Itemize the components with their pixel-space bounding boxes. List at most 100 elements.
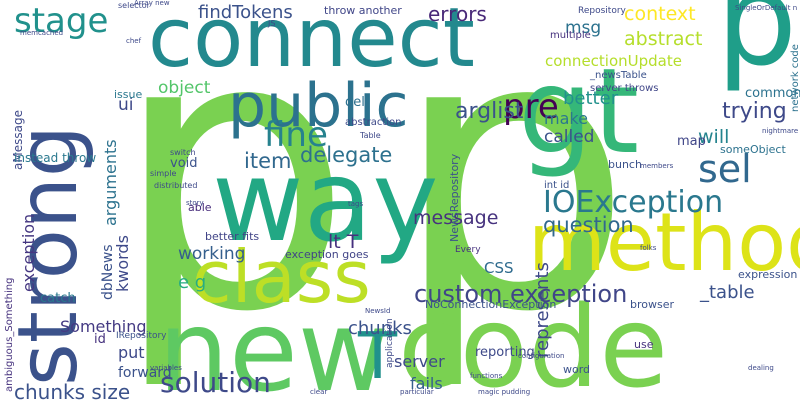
- word: stage: [14, 1, 108, 41]
- word: public: [228, 71, 409, 141]
- word: exception: [19, 214, 38, 292]
- word: nightmare: [762, 127, 798, 135]
- word: tags: [348, 200, 363, 208]
- word: solution: [160, 366, 271, 399]
- word: represents: [532, 262, 553, 358]
- word: SingleOrDefault n: [735, 4, 797, 12]
- word: word: [563, 363, 590, 376]
- word: configuration: [518, 352, 564, 360]
- word: story: [186, 199, 204, 207]
- word: kwords: [113, 235, 132, 292]
- word: ui: [118, 95, 134, 115]
- word: clear: [310, 388, 327, 396]
- word: code: [398, 283, 668, 400]
- word: working: [178, 244, 245, 264]
- word: context: [624, 3, 696, 25]
- word: JS: [267, 19, 275, 28]
- word: selector: [118, 1, 151, 10]
- word: item: [244, 149, 291, 173]
- word: exception goes: [285, 248, 369, 261]
- word: dealing: [748, 364, 774, 372]
- word: abstraction: [345, 117, 402, 128]
- word: expression: [738, 268, 797, 281]
- word: use: [634, 338, 654, 351]
- word: Repository: [578, 6, 627, 16]
- word: better fits: [205, 230, 259, 243]
- word: better: [563, 88, 619, 109]
- word: method: [528, 196, 800, 289]
- word: catch: [40, 291, 76, 306]
- word: server: [394, 352, 445, 371]
- word: IRepository: [116, 331, 167, 341]
- word: particular: [400, 388, 434, 396]
- word: chunks: [348, 318, 412, 339]
- word: functions: [470, 372, 503, 380]
- word: findTokens: [198, 2, 293, 23]
- word: int id: [544, 180, 569, 191]
- word: chunks size: [14, 380, 130, 400]
- word: reporting: [475, 345, 535, 360]
- word: new: [158, 287, 390, 400]
- word: make: [544, 109, 588, 128]
- word: CSS: [484, 259, 514, 277]
- word: NewsRepository: [448, 153, 461, 242]
- word: magic pudding: [478, 388, 530, 396]
- word: sel: [698, 147, 752, 191]
- word: e g: [178, 272, 206, 293]
- word: custom exception: [414, 280, 627, 308]
- word: common: [745, 86, 800, 101]
- word: msg: [565, 18, 601, 38]
- word: switch: [170, 148, 196, 157]
- word: Array new: [134, 0, 170, 7]
- word: members: [640, 162, 674, 170]
- word: trying: [722, 99, 787, 124]
- word: instead throw: [14, 151, 96, 165]
- word: delegate: [300, 143, 392, 167]
- word: arguments: [101, 139, 120, 226]
- word: lt T: [328, 231, 359, 253]
- word: connect: [148, 0, 475, 86]
- word: id: [94, 332, 106, 347]
- word: connectionUpdate: [545, 52, 682, 70]
- word: application: [385, 318, 395, 368]
- word: T: [357, 320, 398, 394]
- word: p: [112, 0, 353, 395]
- word: Something: [60, 317, 147, 336]
- word: server throws: [590, 83, 659, 94]
- word: bunch: [608, 158, 642, 171]
- word: pre: [503, 87, 559, 127]
- word: put: [118, 343, 145, 362]
- word: strong: [1, 125, 96, 386]
- word: Table: [359, 131, 381, 140]
- word: called: [544, 127, 594, 147]
- word: NewsId: [365, 307, 390, 315]
- word: aMessage: [11, 110, 25, 170]
- word: abstract: [624, 28, 702, 50]
- word: gt: [518, 42, 639, 180]
- word: folks: [640, 244, 657, 252]
- word: IOException: [543, 185, 723, 220]
- word: throw another: [324, 4, 402, 17]
- word: will: [698, 126, 729, 148]
- word: question: [543, 213, 634, 237]
- word: arglist: [455, 99, 524, 124]
- word: fails: [410, 374, 443, 393]
- word: _newsTable: [589, 70, 647, 81]
- word: map: [677, 134, 706, 149]
- word: _table: [699, 282, 755, 303]
- word: ambiguous_Something: [4, 278, 15, 392]
- word: p: [392, 0, 633, 395]
- word: dbNews: [100, 244, 116, 300]
- word: someObject: [720, 143, 786, 156]
- word: browser: [630, 298, 674, 311]
- word: errors: [428, 2, 487, 26]
- word: message: [413, 207, 498, 229]
- word: del: [345, 95, 365, 110]
- word: void: [170, 156, 198, 171]
- word: network code: [790, 44, 800, 112]
- word: Every: [455, 245, 481, 255]
- word: able: [188, 201, 212, 214]
- word: forward: [118, 365, 172, 381]
